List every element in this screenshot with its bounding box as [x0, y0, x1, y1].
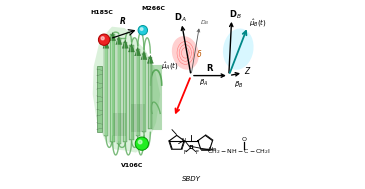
Circle shape: [135, 137, 149, 150]
Text: N: N: [181, 138, 185, 143]
Text: F: F: [184, 150, 187, 155]
Polygon shape: [116, 36, 122, 44]
Polygon shape: [129, 45, 134, 140]
Text: M266C: M266C: [141, 6, 165, 11]
Ellipse shape: [223, 29, 254, 70]
Text: $\mathbf{D}_B$: $\mathbf{D}_B$: [229, 8, 242, 21]
Polygon shape: [147, 55, 153, 63]
Polygon shape: [104, 42, 108, 136]
Text: B: B: [189, 145, 193, 150]
Text: $\beta_B$: $\beta_B$: [234, 80, 243, 90]
Text: H185C: H185C: [90, 10, 113, 15]
Ellipse shape: [172, 36, 199, 70]
Circle shape: [99, 34, 110, 45]
Text: $\mathbf{D}_A$: $\mathbf{D}_A$: [174, 12, 187, 24]
Text: $\hat{\mu}_A(t)$: $\hat{\mu}_A(t)$: [161, 60, 178, 72]
Polygon shape: [117, 38, 121, 144]
Text: $\mathrm{CH_2-NH-C-CH_2I}$: $\mathrm{CH_2-NH-C-CH_2I}$: [207, 147, 271, 156]
Polygon shape: [103, 40, 109, 48]
Text: R: R: [120, 17, 126, 26]
Polygon shape: [123, 42, 127, 142]
Text: N: N: [209, 147, 213, 152]
Text: $Z$: $Z$: [245, 65, 252, 76]
Circle shape: [101, 37, 104, 40]
Text: V106C: V106C: [121, 163, 143, 168]
Text: $D_B$: $D_B$: [200, 19, 210, 27]
Text: SBDY: SBDY: [181, 176, 200, 182]
Polygon shape: [131, 104, 145, 132]
Polygon shape: [112, 113, 126, 136]
Text: $\delta$: $\delta$: [196, 48, 202, 59]
Polygon shape: [136, 49, 140, 136]
Polygon shape: [96, 66, 102, 132]
Polygon shape: [135, 48, 141, 56]
Text: O: O: [241, 137, 246, 142]
Polygon shape: [142, 53, 146, 132]
Polygon shape: [148, 57, 153, 129]
Circle shape: [140, 28, 143, 30]
Text: $\beta_A$: $\beta_A$: [199, 78, 208, 88]
Polygon shape: [111, 34, 115, 142]
Circle shape: [138, 140, 142, 144]
Polygon shape: [141, 51, 147, 60]
Circle shape: [138, 26, 147, 35]
Text: $\mathbf{R}$: $\mathbf{R}$: [206, 62, 214, 73]
Polygon shape: [122, 40, 128, 48]
Polygon shape: [110, 33, 116, 41]
Polygon shape: [128, 44, 134, 52]
Text: F: F: [195, 150, 198, 155]
Polygon shape: [93, 27, 160, 153]
Text: $\hat{\mu}_B(t)$: $\hat{\mu}_B(t)$: [249, 18, 266, 29]
